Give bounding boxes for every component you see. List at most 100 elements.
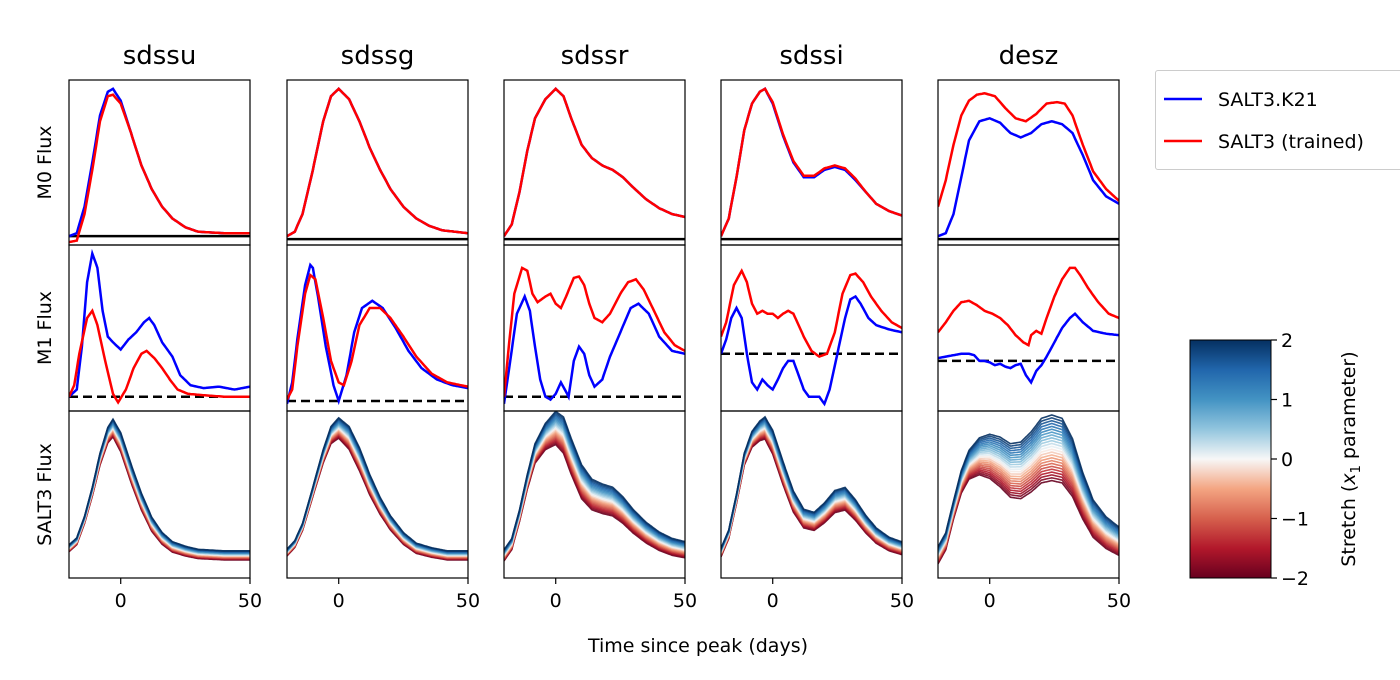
panel-m1-sdssg — [286, 244, 469, 412]
colorbar-label-symbol: x — [1338, 473, 1360, 486]
series-line-salt3-trained — [69, 308, 250, 405]
stretch-curve — [938, 414, 1119, 548]
colorbar-tick-label: −2 — [1281, 568, 1309, 590]
colorbar-tick-label: 2 — [1281, 330, 1293, 352]
panel-frame — [720, 79, 903, 246]
panel-frame — [503, 79, 686, 246]
colorbar-label-rest: parameter) — [1338, 351, 1360, 465]
panel-m1-sdssr — [503, 244, 686, 412]
series-line-salt3-trained — [504, 87, 685, 237]
panel-lines — [721, 415, 902, 558]
stretch-curve — [69, 429, 250, 558]
panel-frame — [720, 410, 903, 579]
x-tick-label: 0 — [333, 590, 345, 612]
band-title-sdssg: sdssg — [341, 41, 415, 71]
panel-frame — [68, 244, 251, 412]
panel-m0-sdssg: sdssg — [286, 41, 469, 246]
band-title-sdssi: sdssi — [779, 41, 843, 71]
stretch-curve — [69, 429, 250, 558]
panel-lines — [287, 416, 468, 561]
row-label-salt3: SALT3 Flux — [34, 443, 56, 546]
panel-frame — [68, 410, 251, 579]
panel-lines — [721, 87, 902, 241]
panel-m0-desz: desz — [937, 41, 1120, 246]
panel-frame — [720, 244, 903, 412]
stretch-curve — [69, 428, 250, 558]
legend-label-k21: SALT3.K21 — [1218, 89, 1318, 111]
panel-lines — [287, 262, 468, 406]
panel-lines — [69, 417, 250, 561]
stretch-curve — [69, 417, 250, 552]
panel-frame — [503, 410, 686, 579]
series-line-salt3-k21 — [938, 116, 1119, 238]
x-tick-label: 0 — [984, 590, 996, 612]
panel-lines — [938, 414, 1119, 565]
colorbar-label-text: Stretch ( — [1338, 485, 1360, 567]
stretch-curve — [69, 430, 250, 559]
stretch-curve — [504, 411, 685, 551]
panel-lines — [69, 87, 250, 244]
colorbar-label: Stretch (x1 parameter) — [1338, 351, 1364, 566]
stretch-curve — [69, 431, 250, 559]
series-line-salt3-k21 — [287, 262, 468, 406]
panel-frame — [68, 79, 251, 246]
series-line-salt3-k21 — [69, 87, 250, 238]
panel-frame — [286, 410, 469, 579]
row-label-m0: M0 Flux — [34, 125, 56, 199]
panel-lines — [938, 266, 1119, 385]
x-axis-label: Time since peak (days) — [587, 635, 808, 657]
panel-m1-desz — [937, 244, 1120, 412]
panel-lines — [504, 411, 685, 562]
panel-salt3-sdssu: 0 50 — [68, 410, 262, 612]
panel-salt3-sdssi: 0 50 — [720, 410, 914, 612]
colorbar-label-subscript: 1 — [1349, 465, 1364, 473]
series-line-salt3-k21 — [938, 311, 1119, 385]
band-title-desz: desz — [999, 41, 1059, 71]
panel-salt3-sdssg: 0 50 — [286, 410, 480, 612]
stretch-curve — [287, 416, 468, 552]
legend-label-trained: SALT3 (trained) — [1218, 131, 1364, 153]
colorbar-gradient — [1189, 339, 1272, 579]
panel-grid: sdssu sdssg sdssr sdssi desz M0 Flux M1 Flux 0 5… — [34, 41, 1131, 612]
series-line-salt3-k21 — [504, 87, 685, 237]
colorbar-tick-label: −1 — [1281, 509, 1309, 531]
x-tick-label: 0 — [767, 590, 779, 612]
colorbar-tick-label: 1 — [1281, 390, 1293, 412]
panel-salt3-desz: 0 50 — [937, 410, 1131, 612]
panel-m0-sdssu: sdssu — [68, 41, 251, 246]
stretch-curve — [287, 419, 468, 553]
series-line-salt3-k21 — [504, 293, 685, 404]
panel-lines — [721, 268, 902, 407]
panel-salt3-sdssr: 0 50 — [503, 410, 697, 612]
x-tick-label: 50 — [1107, 590, 1131, 612]
panel-frame — [937, 410, 1120, 579]
stretch-curve — [721, 415, 902, 549]
series-line-salt3-k21 — [721, 87, 902, 237]
stretch-curve — [287, 420, 468, 554]
colorbar-ticks: 2 1 0 −1 −2 — [1271, 330, 1309, 590]
series-line-salt3-trained — [69, 93, 250, 244]
panel-lines — [504, 87, 685, 241]
series-line-salt3-trained — [721, 268, 902, 359]
x-tick-label: 50 — [673, 590, 697, 612]
stretch-curve — [69, 427, 250, 557]
x-tick-label: 0 — [550, 590, 562, 612]
panel-m0-sdssi: sdssi — [720, 41, 903, 246]
colorbar: 210−1−2 Stretch (x1 parameter) — [1189, 330, 1364, 590]
x-tick-label: 50 — [456, 590, 480, 612]
series-line-salt3-trained — [938, 266, 1119, 348]
legend-canvas: SALT3.K21 SALT3 (trained) — [1164, 89, 1364, 153]
series-line-salt3-trained — [287, 272, 468, 401]
series-line-salt3-trained — [504, 266, 685, 397]
x-tick-label: 0 — [115, 590, 127, 612]
panel-m0-sdssr: sdssr — [503, 41, 686, 246]
stretch-curve — [504, 411, 685, 551]
series-line-salt3-k21 — [69, 248, 250, 398]
band-title-sdssr: sdssr — [561, 41, 629, 71]
series-line-salt3-trained — [287, 87, 468, 238]
panel-lines — [69, 248, 250, 405]
band-title-sdssu: sdssu — [123, 41, 197, 71]
x-tick-label: 50 — [890, 590, 914, 612]
x-tick-label: 50 — [238, 590, 262, 612]
